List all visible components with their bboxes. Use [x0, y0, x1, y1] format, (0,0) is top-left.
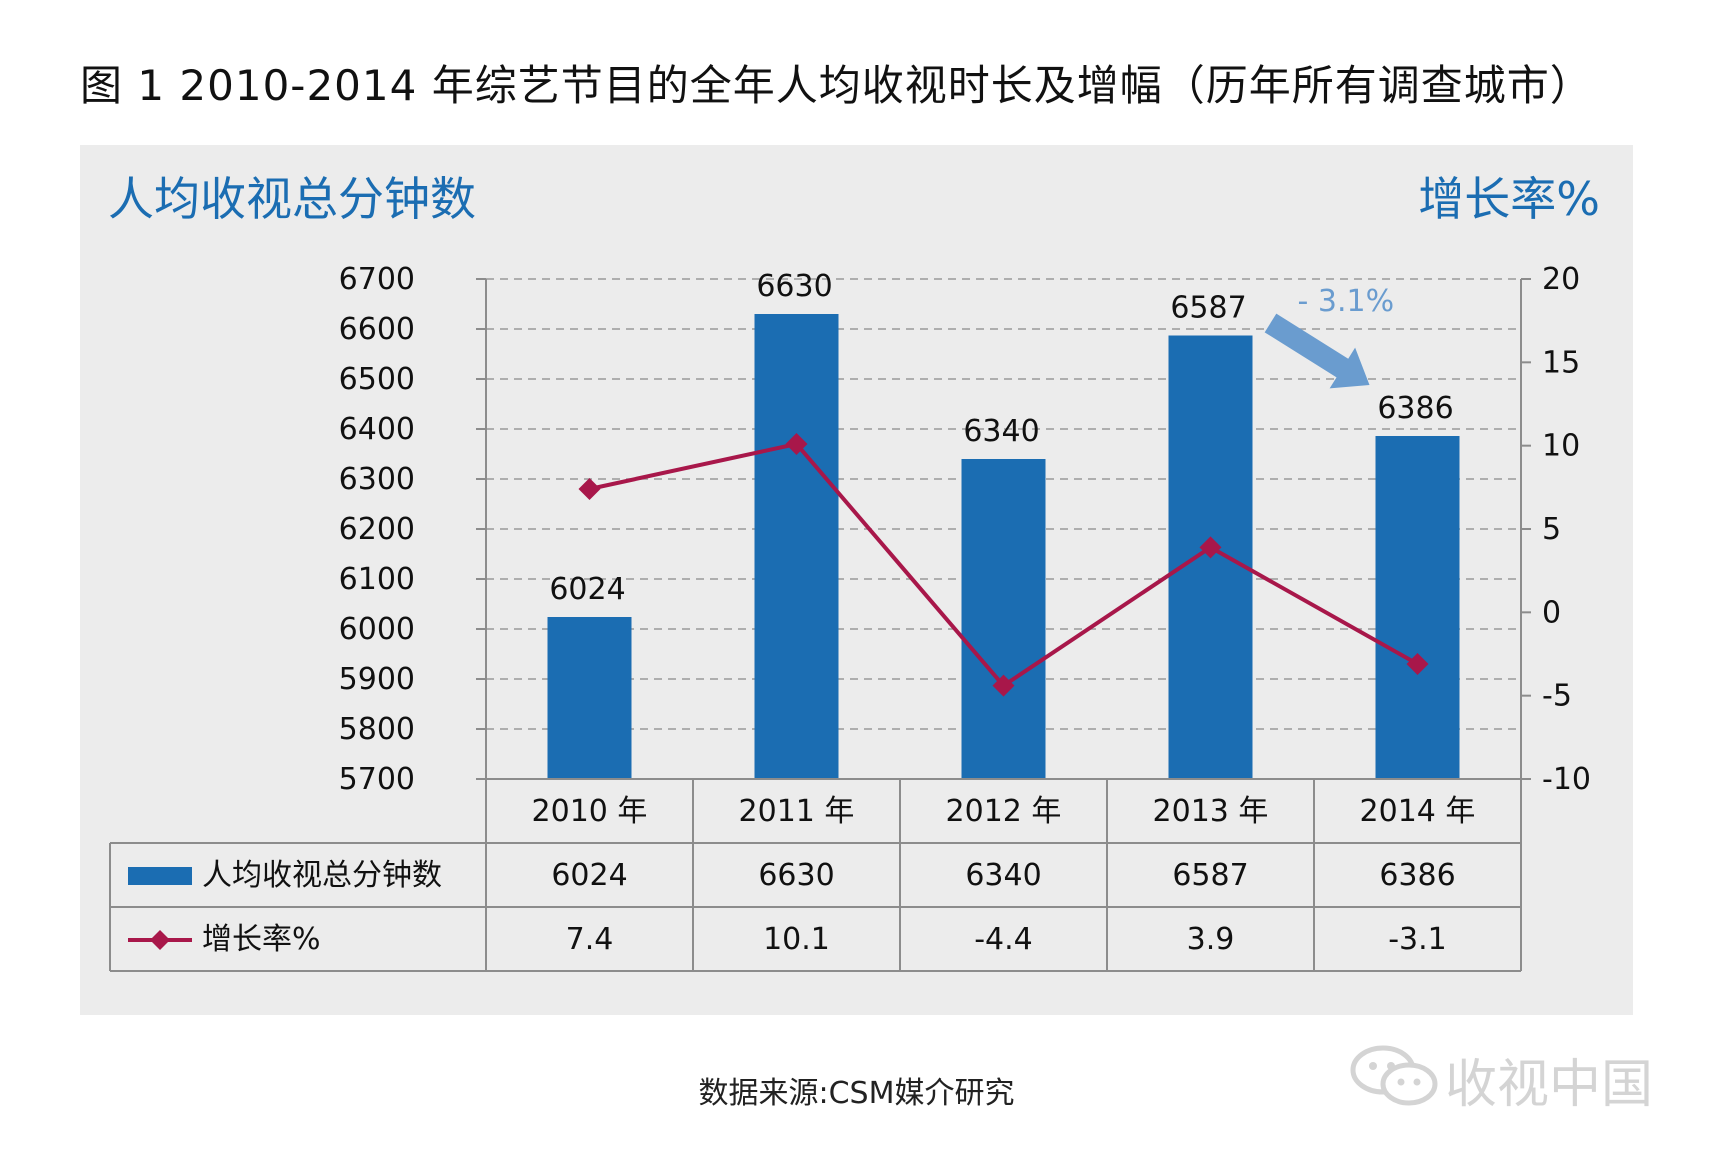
bar-value-label: 6630 — [756, 269, 832, 304]
decrease-arrow — [1264, 313, 1370, 389]
left-tick-label: 5900 — [339, 662, 415, 697]
left-tick-label: 6500 — [339, 362, 415, 397]
bar-0 — [547, 617, 632, 779]
category-label: 2011 年 — [739, 794, 855, 829]
bar-4 — [1375, 436, 1460, 779]
legend-bar-swatch — [128, 867, 192, 885]
table-cell-growth: -4.4 — [974, 922, 1033, 957]
right-tick-label: 15 — [1542, 345, 1580, 380]
left-tick-label: 6400 — [339, 412, 415, 447]
left-tick-label: 6700 — [339, 262, 415, 297]
right-tick-label: 10 — [1542, 429, 1580, 464]
growth-point-2 — [992, 674, 1015, 697]
right-tick-label: 5 — [1542, 512, 1561, 547]
table-cell-minutes: 6630 — [758, 858, 834, 893]
bar-1 — [754, 314, 839, 779]
wechat-icon — [1350, 1045, 1438, 1106]
table-cell-minutes: 6340 — [965, 858, 1041, 893]
category-label: 2013 年 — [1153, 794, 1269, 829]
left-tick-label: 5800 — [339, 712, 415, 747]
right-axis-title: 增长率% — [1418, 172, 1600, 226]
bar-2 — [961, 459, 1046, 779]
table-cell-growth: 7.4 — [566, 922, 614, 957]
left-tick-label: 6600 — [339, 312, 415, 347]
right-tick-label: -10 — [1542, 762, 1591, 797]
right-tick-label: 0 — [1542, 595, 1561, 630]
left-tick-label: 6000 — [339, 612, 415, 647]
category-label: 2014 年 — [1360, 794, 1476, 829]
growth-point-4 — [1406, 653, 1429, 675]
left-axis-title: 人均收视总分钟数 — [108, 172, 476, 226]
source-note: 数据来源:CSM媒介研究 — [698, 1076, 1015, 1111]
watermark-text: 收视中国 — [1445, 1055, 1654, 1115]
bar-value-label: 6386 — [1377, 391, 1453, 426]
right-tick-label: -5 — [1542, 679, 1572, 714]
figure-title: 图 1 2010-2014 年综艺节目的全年人均收视时长及增幅（历年所有调查城市… — [80, 61, 1593, 110]
right-tick-label: 20 — [1542, 262, 1580, 297]
growth-point-0 — [578, 478, 601, 500]
table-cell-growth: -3.1 — [1388, 922, 1447, 957]
left-tick-label: 6300 — [339, 462, 415, 497]
category-label: 2012 年 — [946, 794, 1062, 829]
legend-line-marker — [150, 930, 170, 950]
table-cell-minutes: 6386 — [1379, 858, 1455, 893]
watermark: 收视中国 — [1345, 1040, 1675, 1115]
growth-point-1 — [785, 433, 808, 455]
growth-point-3 — [1199, 536, 1222, 559]
category-label: 2010 年 — [532, 794, 648, 829]
left-tick-label: 5700 — [339, 762, 415, 797]
bar-value-label: 6587 — [1170, 291, 1246, 326]
legend-bar-label: 人均收视总分钟数 — [202, 858, 442, 893]
annotation-label: - 3.1% — [1298, 284, 1395, 319]
chart: 人均收视总分钟数 增长率%6700660065006400630062006100… — [108, 172, 1600, 972]
left-tick-label: 6200 — [339, 512, 415, 547]
table-cell-growth: 3.9 — [1187, 922, 1235, 957]
left-tick-label: 6100 — [339, 562, 415, 597]
table-cell-minutes: 6587 — [1172, 858, 1248, 893]
chart-panel: 人均收视总分钟数 增长率% 6700 6600 6500 6400 6300 6200 6100… — [80, 145, 1633, 1015]
bar-value-label: 6024 — [549, 572, 625, 607]
table-cell-growth: 10.1 — [763, 922, 830, 957]
bar-value-label: 6340 — [963, 414, 1039, 449]
legend-line-label: 增长率% — [202, 922, 321, 957]
table-cell-minutes: 6024 — [551, 858, 627, 893]
